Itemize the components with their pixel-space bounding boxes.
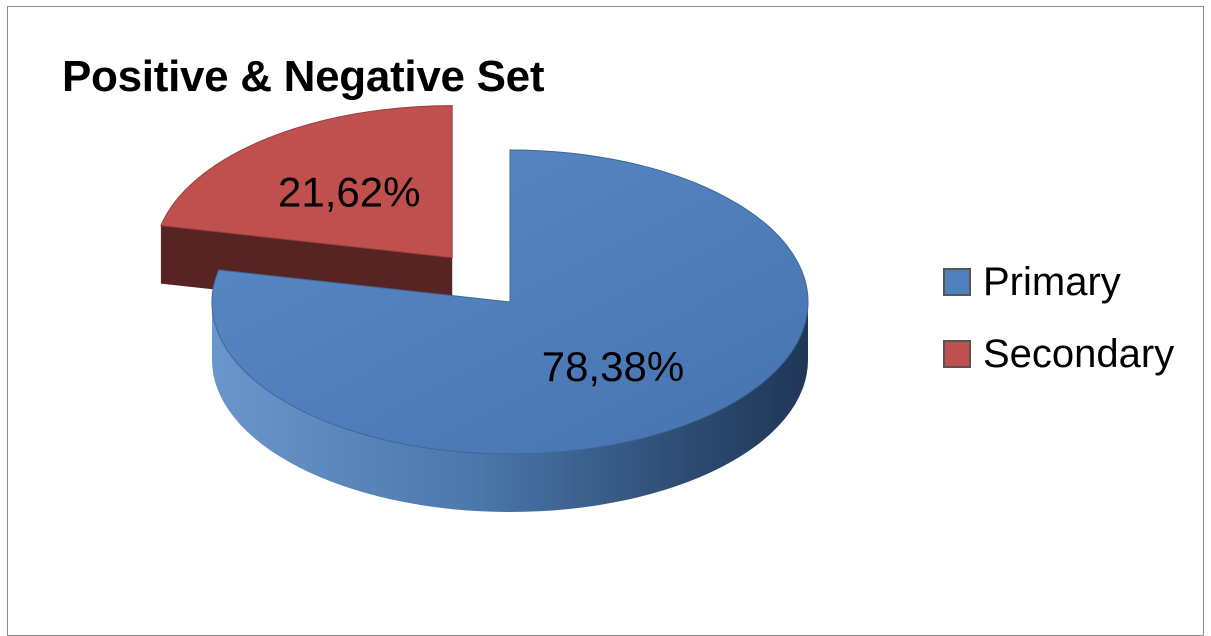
- legend-item-primary: Primary: [943, 258, 1174, 306]
- legend-swatch-secondary: [943, 340, 971, 368]
- pie-slice-primary-top: [211, 149, 809, 455]
- pie-slice-secondary-top: [160, 105, 453, 259]
- legend-label-secondary: Secondary: [983, 331, 1175, 376]
- legend: Primary Secondary: [943, 258, 1174, 402]
- data-label-primary: 78,38%: [542, 343, 684, 390]
- chart-title: Positive & Negative Set: [62, 52, 545, 101]
- pie-slice-primary-side: [212, 302, 808, 512]
- legend-swatch-primary: [943, 268, 971, 296]
- data-label-secondary: 21,62%: [278, 169, 420, 216]
- legend-item-secondary: Secondary: [943, 330, 1174, 378]
- pie-slice-primary: [211, 149, 809, 512]
- legend-label-primary: Primary: [983, 259, 1121, 304]
